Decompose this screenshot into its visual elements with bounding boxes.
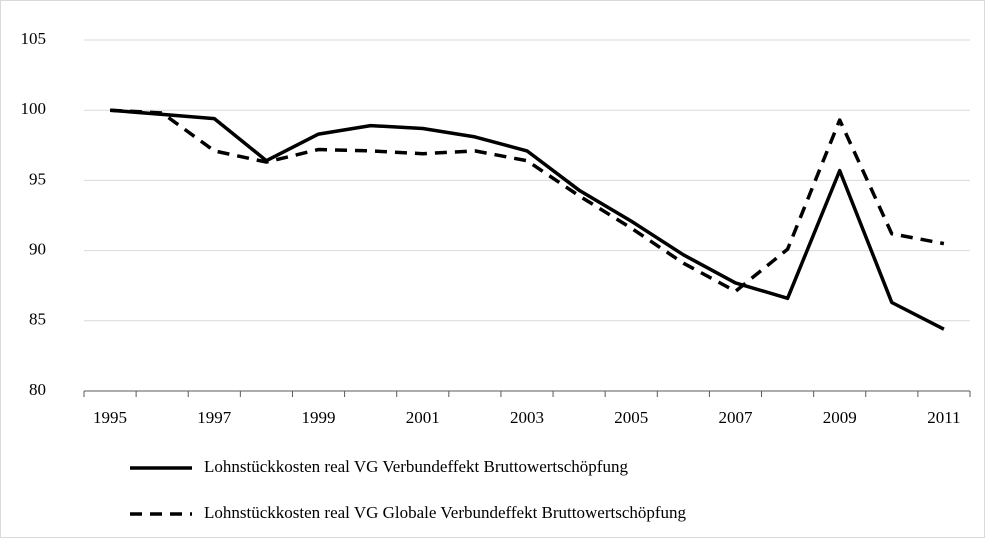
y-tick-label: 105 [21, 29, 47, 48]
legend-label: Lohnstückkosten real VG Globale Verbunde… [204, 503, 687, 522]
x-tick-label: 2003 [510, 408, 544, 427]
x-tick-label: 2007 [718, 408, 753, 427]
x-tick-label: 1997 [197, 408, 232, 427]
x-tick-label: 1995 [93, 408, 127, 427]
x-tick-label: 2011 [927, 408, 960, 427]
series-line [109, 108, 945, 331]
x-tick-label: 1999 [302, 408, 336, 427]
y-tick-label: 90 [29, 240, 46, 259]
y-tick-label: 95 [29, 169, 46, 188]
x-tick-label: 2009 [823, 408, 857, 427]
legend-label: Lohnstückkosten real VG Verbundeffekt Br… [204, 457, 628, 476]
y-tick-label: 80 [29, 380, 46, 399]
x-tick-label: 2001 [406, 408, 440, 427]
x-tick-label: 2005 [614, 408, 648, 427]
y-tick-label: 85 [29, 310, 46, 329]
y-tick-label: 100 [21, 99, 47, 118]
